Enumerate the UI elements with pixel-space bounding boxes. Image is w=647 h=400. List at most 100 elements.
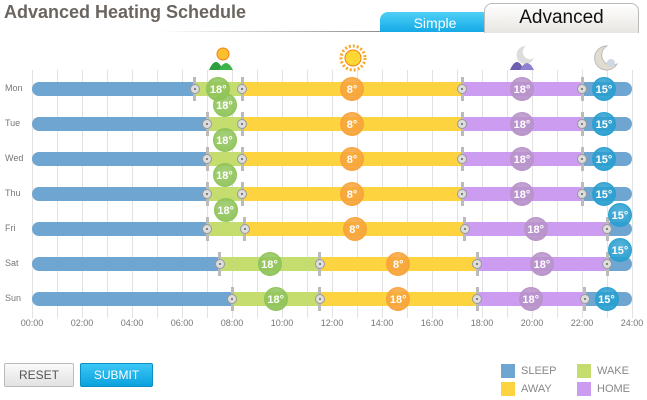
tab-simple[interactable]: Simple — [380, 12, 490, 32]
axis-tick-label: 08:00 — [220, 318, 244, 328]
time-handle[interactable] — [314, 259, 325, 269]
grid-line — [631, 70, 633, 318]
time-handle[interactable] — [202, 224, 212, 234]
legend-label: AWAY — [521, 383, 552, 395]
temperature-bubble[interactable]: 18° — [212, 163, 237, 187]
legend-swatch-sleep — [501, 364, 515, 378]
time-handle[interactable] — [314, 294, 325, 304]
legend-swatch-wake — [577, 364, 591, 378]
page-title: Advanced Heating Schedule — [4, 2, 247, 22]
time-handle[interactable] — [577, 154, 587, 164]
segment-sleep — [32, 82, 195, 96]
time-handle[interactable] — [472, 259, 482, 269]
time-handle[interactable] — [189, 84, 200, 94]
temperature-bubble[interactable]: 18° — [386, 287, 411, 311]
temperature-bubble[interactable]: 18° — [257, 252, 282, 276]
moon-icon — [591, 44, 619, 72]
time-handle[interactable] — [457, 189, 467, 199]
temperature-bubble[interactable]: 15° — [592, 112, 616, 136]
temperature-bubble[interactable]: 15° — [592, 77, 616, 101]
segment-wake — [207, 152, 242, 166]
legend-swatch-home — [577, 382, 591, 396]
day-label: Sun — [5, 293, 22, 303]
axis-tick-label: 10:00 — [270, 318, 294, 328]
axis-tick-label: 04:00 — [120, 318, 144, 328]
time-handle[interactable] — [577, 189, 587, 199]
segment-sleep — [32, 292, 232, 306]
sun-icon — [339, 44, 367, 72]
temperature-bubble[interactable]: 18° — [212, 128, 237, 152]
day-label: Wed — [5, 153, 24, 163]
temperature-bubble[interactable]: 8° — [340, 112, 364, 136]
temperature-bubble[interactable]: 18° — [263, 287, 288, 311]
day-label: Fri — [5, 223, 16, 233]
axis-tick-label: 06:00 — [170, 318, 194, 328]
time-handle[interactable] — [237, 119, 247, 129]
day-label: Mon — [5, 83, 23, 93]
temperature-bubble[interactable]: 18° — [212, 93, 237, 117]
temperature-bubble[interactable]: 18° — [510, 182, 534, 206]
time-handle[interactable] — [577, 119, 587, 129]
temperature-bubble[interactable]: 15° — [608, 203, 632, 227]
time-handle[interactable] — [602, 259, 612, 269]
segment-sleep — [32, 222, 207, 236]
time-handle[interactable] — [227, 294, 237, 304]
day-label: Sat — [5, 258, 19, 268]
legend-label: SLEEP — [521, 365, 557, 377]
axis-tick-label: 18:00 — [470, 318, 494, 328]
reset-button[interactable]: RESET — [4, 363, 74, 387]
segment-sleep — [32, 187, 207, 201]
time-handle[interactable] — [237, 189, 247, 199]
axis-tick-label: 24:00 — [620, 318, 644, 328]
axis-tick-label: 00:00 — [20, 318, 44, 328]
temperature-bubble[interactable]: 18° — [530, 252, 554, 276]
axis-tick-label: 14:00 — [370, 318, 394, 328]
day-label: Thu — [5, 188, 21, 198]
time-handle[interactable] — [237, 84, 247, 94]
temperature-bubble[interactable]: 15° — [594, 287, 619, 311]
tab-advanced[interactable]: Advanced — [484, 3, 639, 33]
temperature-bubble[interactable]: 8° — [340, 77, 364, 101]
segment-sleep — [32, 117, 207, 131]
time-handle[interactable] — [239, 224, 250, 234]
time-handle[interactable] — [457, 119, 467, 129]
time-handle[interactable] — [237, 154, 247, 164]
temperature-bubble[interactable]: 15° — [592, 147, 616, 171]
legend-swatch-away — [501, 382, 515, 396]
segment-wake — [207, 187, 242, 201]
temperature-bubble[interactable]: 8° — [342, 217, 367, 241]
submit-button[interactable]: SUBMIT — [80, 363, 153, 387]
time-handle[interactable] — [457, 84, 467, 94]
time-handle[interactable] — [472, 294, 482, 304]
title-divider — [160, 31, 490, 32]
time-handle[interactable] — [579, 294, 590, 304]
time-handle[interactable] — [202, 154, 212, 164]
axis-tick-label: 02:00 — [70, 318, 94, 328]
axis-tick-label: 12:00 — [320, 318, 344, 328]
temperature-bubble[interactable]: 18° — [510, 77, 534, 101]
time-handle[interactable] — [459, 224, 470, 234]
axis-tick-label: 22:00 — [570, 318, 594, 328]
temperature-bubble[interactable]: 15° — [592, 182, 616, 206]
temperature-bubble[interactable]: 8° — [386, 252, 411, 276]
time-handle[interactable] — [457, 154, 467, 164]
segment-sleep — [32, 257, 220, 271]
time-handle[interactable] — [202, 119, 212, 129]
temperature-bubble[interactable]: 15° — [608, 238, 632, 262]
temperature-bubble[interactable]: 18° — [213, 198, 238, 222]
time-handle[interactable] — [214, 259, 225, 269]
temperature-bubble[interactable]: 18° — [523, 217, 548, 241]
time-handle[interactable] — [577, 84, 587, 94]
sunrise-hills-icon — [207, 44, 235, 72]
axis-tick-label: 16:00 — [420, 318, 444, 328]
temperature-bubble[interactable]: 8° — [340, 182, 364, 206]
segment-wake — [207, 222, 245, 236]
temperature-bubble[interactable]: 18° — [518, 287, 543, 311]
temperature-bubble[interactable]: 8° — [340, 147, 364, 171]
temperature-bubble[interactable]: 18° — [510, 112, 534, 136]
legend-label: HOME — [597, 383, 630, 395]
time-handle[interactable] — [602, 224, 612, 234]
time-handle[interactable] — [202, 189, 212, 199]
temperature-bubble[interactable]: 18° — [510, 147, 534, 171]
legend-label: WAKE — [597, 365, 629, 377]
